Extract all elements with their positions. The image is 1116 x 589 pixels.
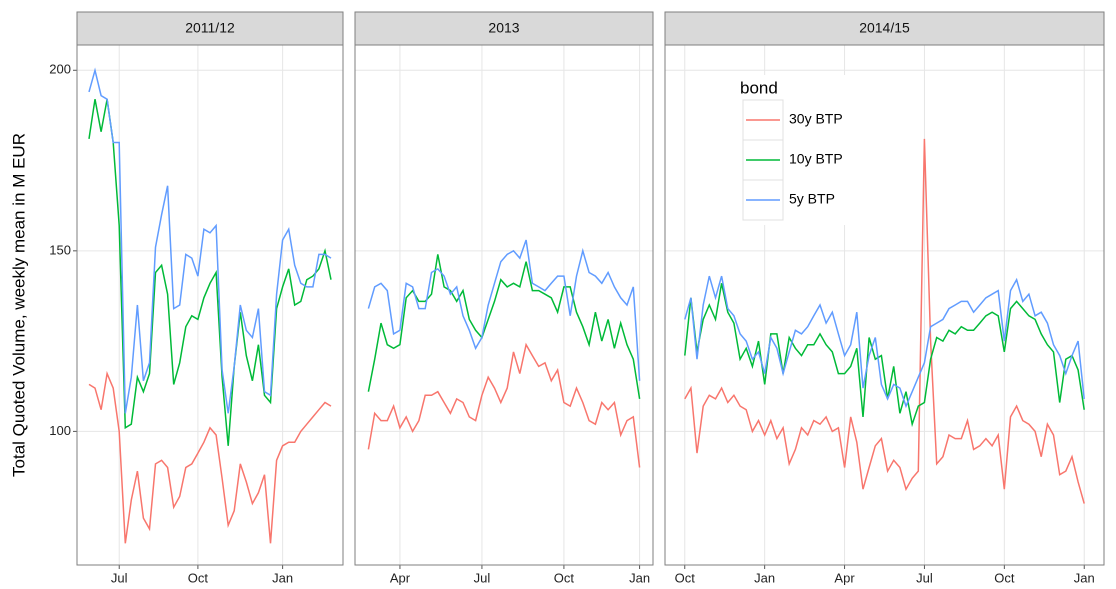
x-tick-label: Oct	[188, 570, 209, 585]
series-line	[88, 99, 332, 446]
y-tick-label: 200	[49, 62, 71, 77]
x-tick-label: Oct	[675, 570, 696, 585]
x-tick-label: Jul	[474, 570, 491, 585]
strip-label: 2014/15	[859, 20, 910, 36]
series-line	[367, 342, 641, 468]
x-tick-label: Apr	[390, 570, 411, 585]
y-tick-label: 150	[49, 242, 71, 257]
y-axis-label: Total Quoted Volume, weekly mean in M EU…	[9, 133, 28, 477]
legend-label: 5y BTP	[789, 191, 835, 207]
legend-label: 10y BTP	[789, 151, 843, 167]
series-line	[88, 370, 332, 544]
x-tick-label: Jan	[1074, 570, 1095, 585]
x-tick-label: Oct	[554, 570, 575, 585]
x-tick-label: Jan	[272, 570, 293, 585]
series-line	[88, 67, 332, 414]
series-line	[684, 283, 1085, 428]
x-tick-label: Oct	[994, 570, 1015, 585]
legend-label: 30y BTP	[789, 111, 843, 127]
x-tick-label: Jul	[916, 570, 933, 585]
strip-background	[76, 11, 344, 46]
panel-border	[76, 44, 344, 566]
strip-background	[664, 11, 1105, 46]
x-tick-label: Apr	[834, 570, 855, 585]
series-line	[684, 138, 1085, 504]
strip-background	[354, 11, 654, 46]
series-line	[367, 239, 641, 381]
series-line	[684, 275, 1085, 409]
panel-border	[354, 44, 654, 566]
strip-label: 2011/12	[185, 20, 235, 36]
legend-title: bond	[740, 78, 778, 97]
y-tick-label: 100	[49, 423, 71, 438]
panel-border	[664, 44, 1105, 566]
panel-background	[665, 45, 1104, 565]
strip-label: 2013	[488, 20, 519, 36]
x-tick-label: Jan	[629, 570, 650, 585]
panel-background	[77, 45, 343, 565]
x-tick-label: Jan	[754, 570, 775, 585]
x-tick-label: Jul	[111, 570, 128, 585]
